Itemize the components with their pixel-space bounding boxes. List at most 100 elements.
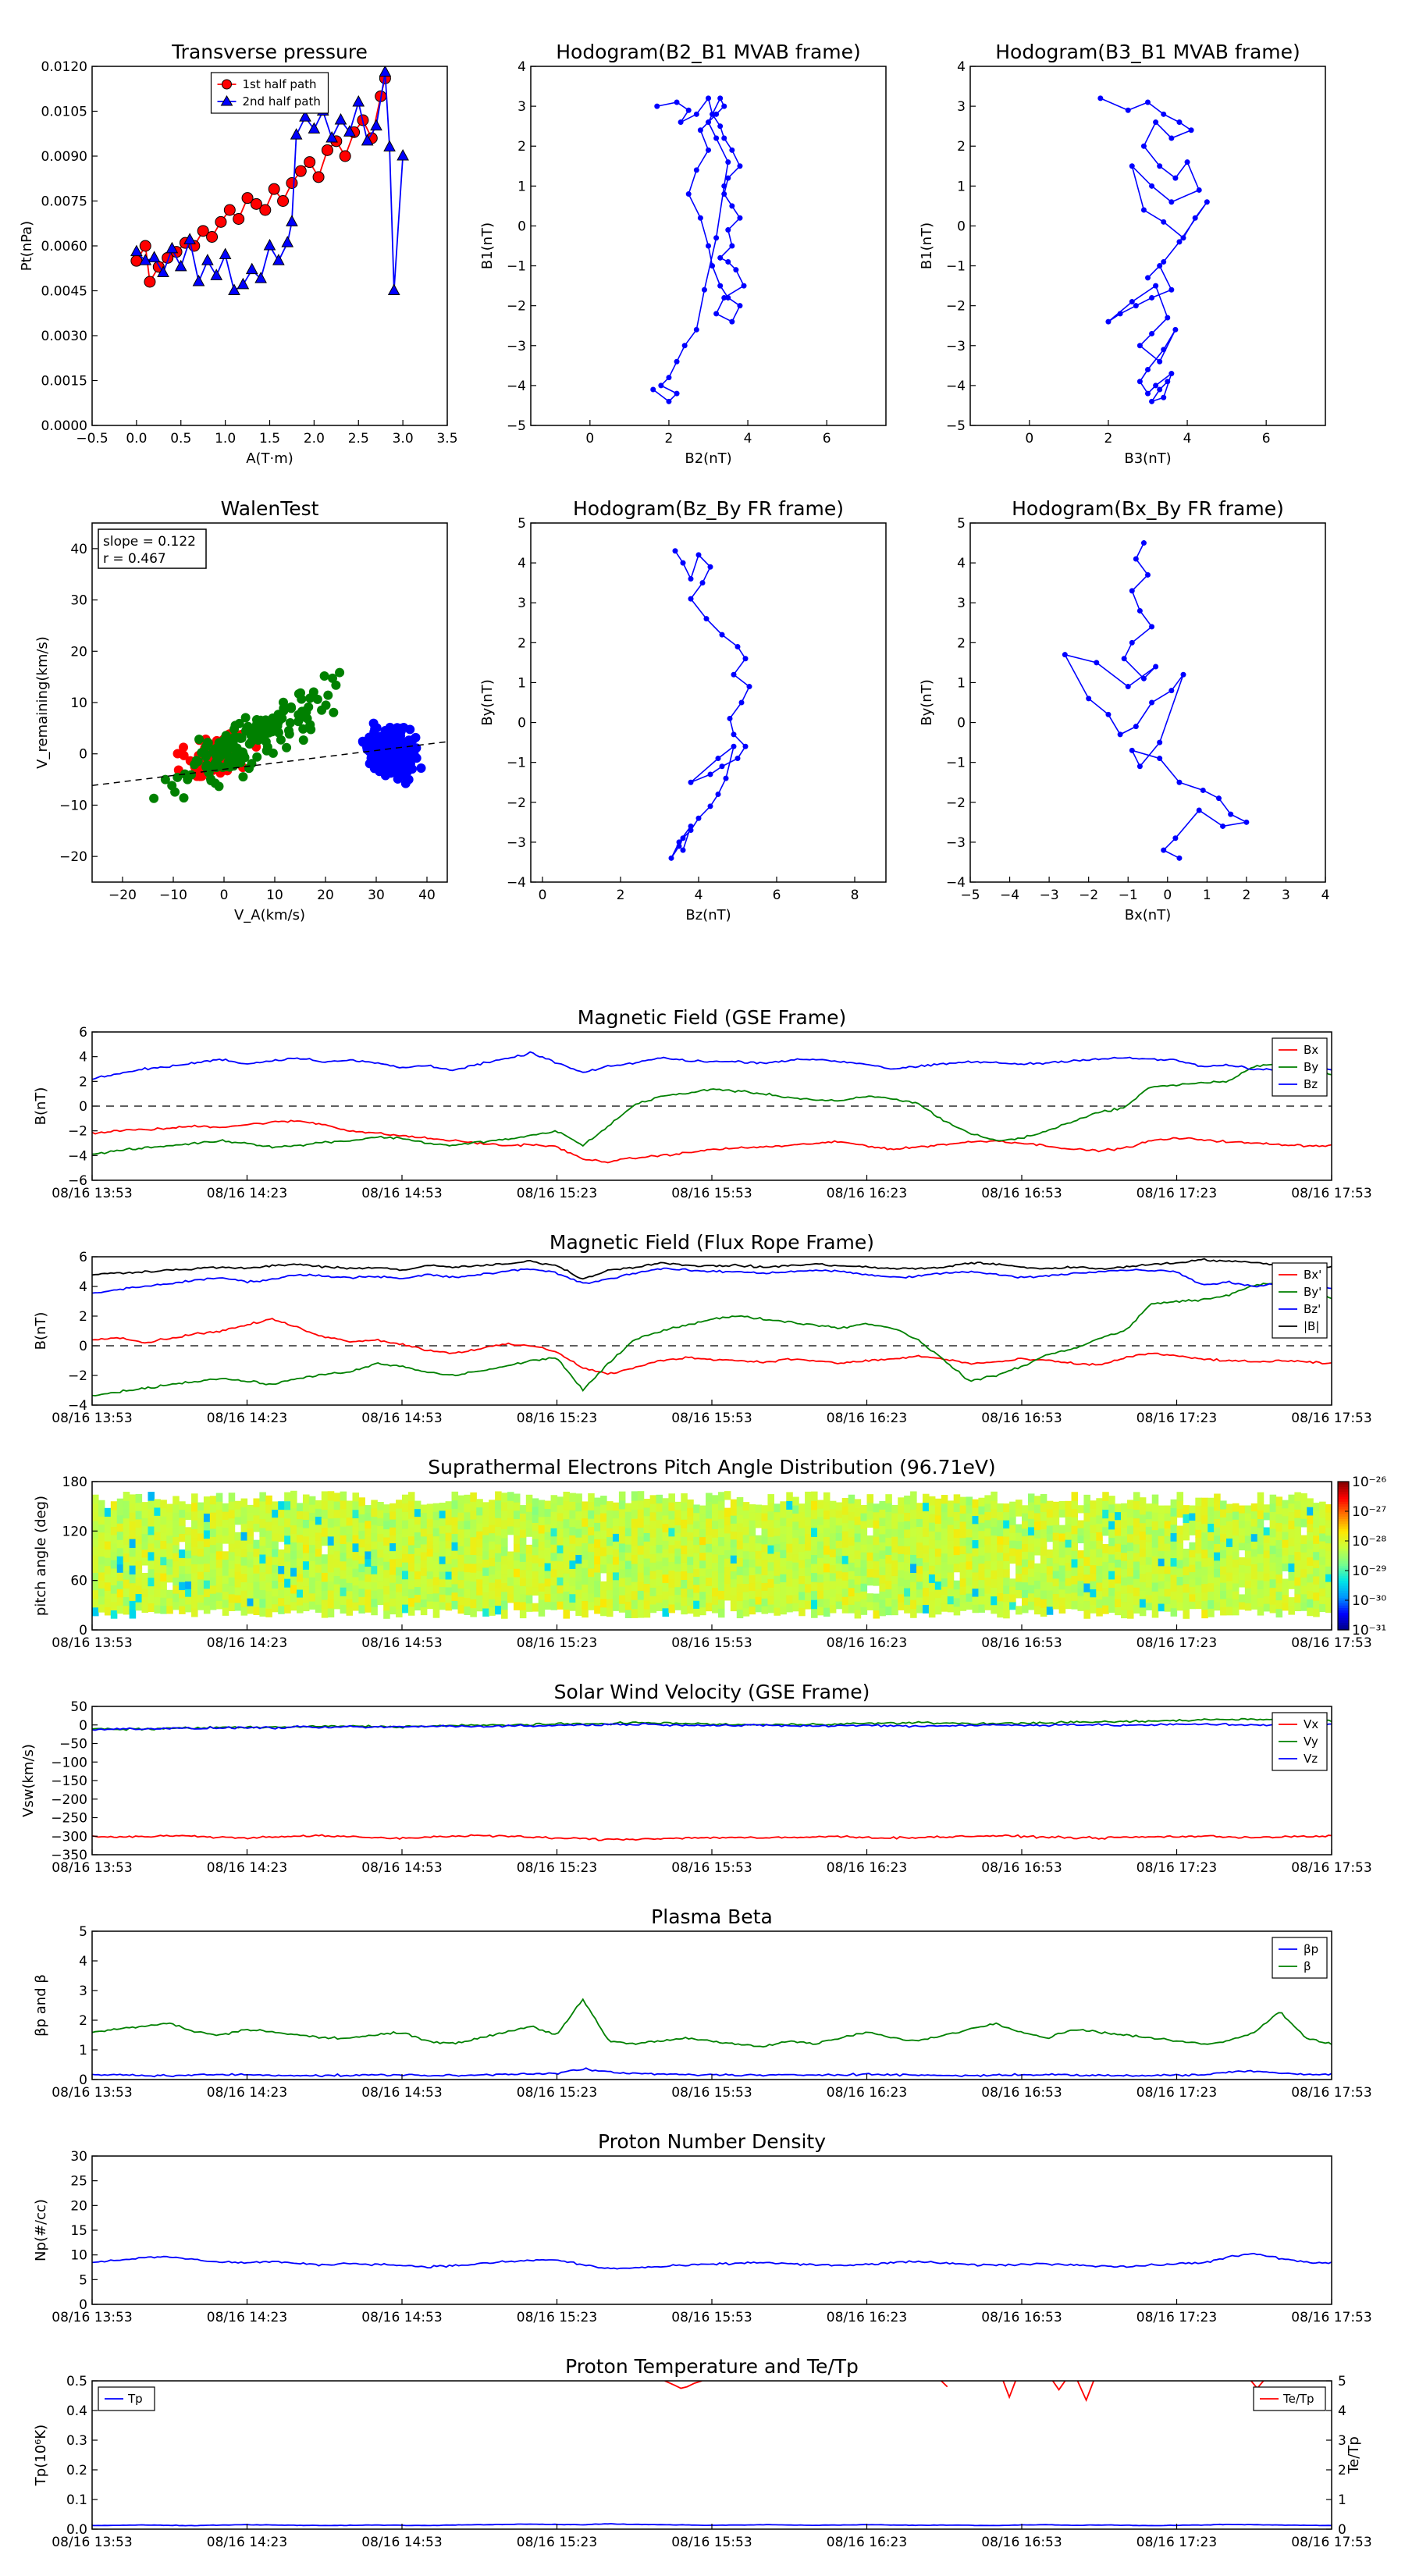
pitch-angle-distribution-cell [792,1603,799,1612]
pitch-angle-distribution-cell [1027,1585,1035,1594]
pitch-angle-distribution-cell [1263,1504,1271,1513]
pitch-angle-distribution-cell [953,1589,961,1599]
pitch-angle-distribution-cell [1189,1505,1196,1514]
hodogram-bz-by-point [695,552,702,558]
pitch-angle-distribution-cell [649,1495,657,1504]
pitch-angle-distribution-cell [984,1519,991,1528]
pitch-angle-distribution-cell [656,1544,663,1553]
pitch-angle-distribution-cell [209,1512,217,1521]
pitch-angle-distribution-cell [910,1491,917,1501]
magnetic-field-fr-series-By' [92,1280,1332,1397]
pitch-angle-distribution-cell [327,1607,335,1617]
pitch-angle-distribution-cell [879,1500,886,1510]
plasma-beta-xtick-label: 08/16 16:23 [827,2085,907,2101]
pitch-angle-distribution-cell [1090,1516,1097,1525]
pitch-angle-distribution-cell [507,1577,514,1586]
pitch-angle-distribution-cell [166,1527,173,1536]
pitch-angle-distribution-cell [265,1608,272,1617]
proton-temperature-xtick-label: 08/16 17:53 [1291,2535,1371,2550]
pitch-angle-distribution-cell [340,1526,347,1535]
pitch-angle-distribution-cell [885,1597,892,1607]
proton-density-ytick-label: 25 [70,2174,87,2190]
pitch-angle-distribution-cell [377,1533,384,1542]
pitch-angle-distribution-cell [674,1586,681,1596]
pitch-angle-distribution-cell [1325,1566,1332,1574]
pitch-angle-distribution-cell [799,1511,806,1521]
pitch-angle-distribution-cell [594,1539,601,1548]
hodogram-bz-by-point [668,855,674,861]
pitch-angle-distribution-cell [575,1546,582,1556]
pitch-angle-distribution-cell [1325,1527,1332,1536]
pitch-angle-distribution-cell [396,1525,403,1534]
pitch-angle-distribution-cell [1275,1548,1283,1558]
pitch-angle-distribution-cell [340,1604,347,1614]
pitch-angle-distribution-cell [1325,1558,1332,1567]
pitch-angle-distribution-cell [1016,1548,1023,1558]
pitch-angle-distribution-cell [1294,1492,1301,1502]
transverse-pressure-ytick-label: 0.0045 [41,284,87,300]
pitch-angle-distribution-cell [668,1535,675,1546]
hodogram-bx-by-ytick-label: 5 [957,516,966,532]
plasma-beta-ytick-label: 1 [79,2043,87,2058]
hodogram-b2-b1-point [729,243,735,249]
pitch-angle-distribution-cell [420,1591,428,1599]
hodogram-bz-by-point [688,779,694,785]
hodogram-bx-by-xtick-label: 2 [1242,888,1250,903]
pitch-angle-distribution-colorbar-step [1338,1563,1349,1567]
pitch-angle-distribution-cell [786,1585,793,1596]
walen-test-point [386,739,397,749]
hodogram-b3-b1-point [1145,366,1151,372]
pitch-angle-distribution-cell [1040,1607,1048,1617]
pitch-angle-distribution-cell [1325,1542,1332,1552]
proton-density-ytick-label: 20 [70,2198,87,2214]
walen-test-plot-area [92,667,447,803]
hodogram-b3-b1-point [1168,199,1175,205]
pitch-angle-distribution-cell [278,1597,285,1606]
pitch-angle-distribution-cell [1102,1500,1109,1510]
pitch-angle-distribution-cell [941,1544,948,1554]
pitch-angle-distribution-cell [1083,1582,1090,1592]
pitch-angle-distribution-cell [253,1498,260,1507]
pitch-angle-distribution-cell [953,1554,961,1564]
hodogram-bz-by-point [676,843,682,849]
pitch-angle-distribution-cell [470,1528,477,1538]
pitch-angle-distribution-cell [1027,1526,1035,1536]
pitch-angle-distribution-cell [470,1599,477,1609]
pitch-angle-distribution-cell [426,1526,434,1535]
pitch-angle-distribution-cell [154,1547,161,1557]
hodogram-b3-b1-point [1145,390,1151,397]
pitch-angle-distribution-cell [1208,1506,1215,1516]
pitch-angle-distribution-cell [873,1593,880,1603]
pitch-angle-distribution-cell [1176,1593,1184,1603]
pitch-angle-distribution-cell [1115,1574,1122,1584]
pitch-angle-distribution-cell [308,1528,316,1537]
pitch-angle-distribution-cell [910,1500,917,1510]
pitch-angle-distribution-cell [860,1528,868,1537]
pitch-angle-distribution-cell [557,1528,564,1538]
pitch-angle-distribution-cell [761,1521,769,1529]
pitch-angle-distribution-cell [123,1509,130,1519]
pitch-angle-distribution-cell [148,1542,155,1553]
pitch-angle-distribution-cell [972,1547,980,1557]
pitch-angle-distribution-cell [606,1554,614,1564]
pitch-angle-distribution-cell [582,1534,589,1543]
pitch-angle-distribution-cell [656,1553,663,1562]
pitch-angle-distribution-cell [507,1525,514,1535]
pitch-angle-distribution-cell [240,1507,248,1516]
pitch-angle-distribution-cell [991,1604,998,1614]
pitch-angle-distribution-cell [904,1521,911,1530]
pitch-angle-distribution-cell [1319,1603,1326,1613]
pitch-angle-distribution-cell [538,1541,546,1550]
pitch-angle-distribution-cell [1214,1518,1221,1528]
pitch-angle-distribution-cell [1108,1578,1115,1589]
pitch-angle-distribution-cell [1121,1593,1128,1603]
pitch-angle-distribution-cell [991,1552,998,1562]
pitch-angle-distribution-cell [1071,1592,1079,1601]
pitch-angle-distribution-cell [1133,1578,1140,1588]
pitch-angle-distribution-cell [1195,1545,1202,1554]
pitch-angle-distribution-cell [1016,1581,1023,1590]
pitch-angle-distribution-cell [414,1532,422,1541]
pitch-angle-distribution-cell [272,1596,279,1605]
pitch-angle-distribution-cell [575,1606,582,1617]
pitch-angle-distribution-cell [1126,1567,1134,1577]
